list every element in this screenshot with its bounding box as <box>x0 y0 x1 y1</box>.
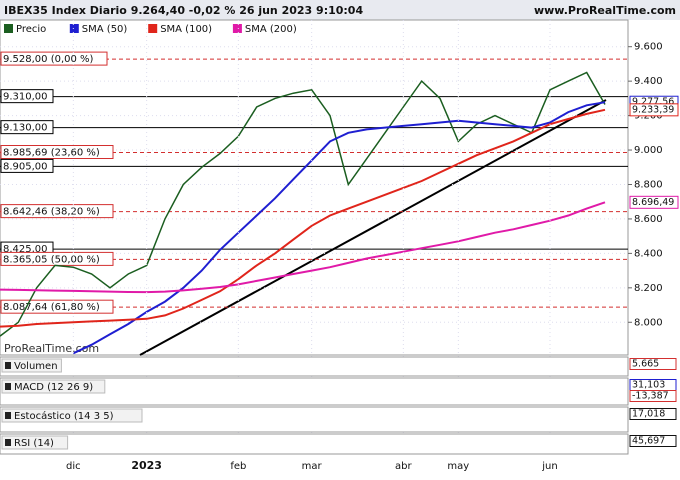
series-line <box>0 201 606 294</box>
level-label-box <box>0 204 114 219</box>
panel-title-box <box>1 358 62 373</box>
x-tick-label: feb <box>230 461 246 472</box>
y-tick-label: 8.800 <box>634 179 663 190</box>
level-label: 9.310,00 <box>3 92 48 103</box>
x-tick-label: jun <box>541 461 557 472</box>
level-label-box <box>0 89 54 104</box>
level-label: 9.130,00 <box>3 123 48 134</box>
level-label: 8.642,46 (38,20 %) <box>3 207 100 218</box>
last-value-label: 8.696,49 <box>632 197 674 208</box>
y-tick-label: 9.600 <box>634 42 663 53</box>
panel-frame <box>0 356 629 377</box>
main-frame <box>0 19 629 356</box>
level-label: 8.425,00 <box>3 244 48 255</box>
last-value-box <box>629 103 679 117</box>
level-label: 8.905,00 <box>3 161 48 172</box>
last-value-label: 9.277,56 <box>632 97 674 108</box>
x-tick-label: may <box>447 461 469 472</box>
readout-label: 17,018 <box>632 409 665 420</box>
panel-title: MACD (12 26 9) <box>14 382 93 393</box>
readout-box <box>629 390 677 402</box>
readout-label: -13,387 <box>632 391 669 402</box>
readout-label: 45,697 <box>632 436 665 447</box>
legend-swatch <box>4 24 13 33</box>
last-value-box <box>629 195 679 209</box>
legend-swatch <box>232 24 242 33</box>
x-tick-label: abr <box>395 461 412 472</box>
series-line <box>0 71 606 337</box>
readout-box <box>629 435 677 447</box>
series-line <box>72 101 606 355</box>
readout-label: 31,103 <box>632 380 665 391</box>
readout-box <box>629 358 677 370</box>
level-label: 8.365,05 (50,00 %) <box>3 254 100 265</box>
y-tick-label: 8.200 <box>634 283 663 294</box>
panel-title: Volumen <box>14 361 58 372</box>
legend-label: Precio <box>16 24 46 35</box>
legend-label: SMA (100) <box>160 24 212 35</box>
panel-icon <box>5 383 11 390</box>
y-tick-label: 8.000 <box>634 317 663 328</box>
panel-title: RSI (14) <box>14 438 54 449</box>
y-tick-label: 9.400 <box>634 76 663 87</box>
level-label-box <box>0 145 114 160</box>
trend-line <box>139 99 607 356</box>
legend-label: SMA (50) <box>82 24 128 35</box>
legend-swatch <box>69 24 79 33</box>
panel-frame <box>0 433 629 455</box>
readout-box <box>629 408 677 420</box>
legend-swatch <box>148 24 158 33</box>
level-label-box <box>0 120 54 135</box>
panel-icon <box>5 362 11 369</box>
level-label-box <box>0 51 108 66</box>
legend-label: SMA (200) <box>245 24 297 35</box>
y-tick-label: 8.600 <box>634 214 663 225</box>
x-tick-label: mar <box>302 461 323 472</box>
level-label-box <box>0 158 54 173</box>
panel-icon <box>5 439 11 446</box>
chart-title: IBEX35 Index Diario 9.264,40 -0,02 % 26 … <box>4 4 363 17</box>
header-bar <box>0 0 680 20</box>
panel-title-box <box>1 435 69 450</box>
y-tick-label: 8.400 <box>634 248 663 259</box>
x-tick-label: 2023 <box>131 459 162 472</box>
level-label: 8.087,64 (61,80 %) <box>3 302 100 313</box>
last-value-label: 9.233,39 <box>632 104 674 115</box>
level-label: 8.985,69 (23,60 %) <box>3 148 100 159</box>
panel-title: Estocástico (14 3 5) <box>14 410 114 422</box>
source: www.ProRealTime.com <box>534 4 676 17</box>
y-tick-label: 9.000 <box>634 145 663 156</box>
readout-label: 5.665 <box>632 359 659 370</box>
x-tick-label: dic <box>66 461 81 472</box>
series-line <box>0 108 606 328</box>
panel-icon <box>5 412 11 419</box>
panel-title-box <box>1 379 106 394</box>
panel-title-box <box>1 408 143 423</box>
level-label: 9.528,00 (0,00 %) <box>3 54 94 65</box>
